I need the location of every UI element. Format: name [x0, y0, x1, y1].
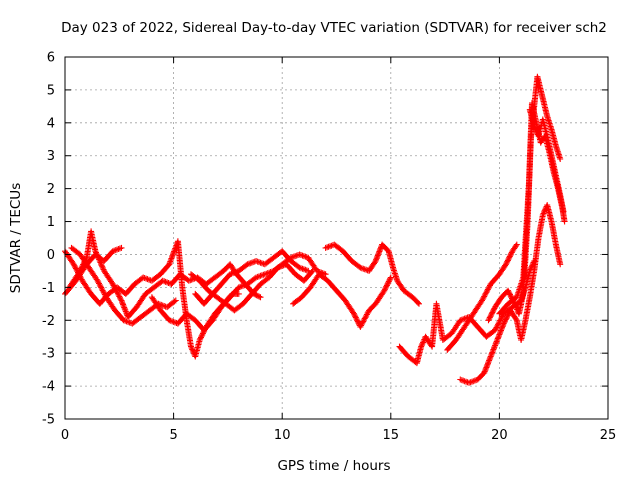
- data-series-track-7: [192, 248, 312, 307]
- y-axis-label: SDTVAR / TECUs: [8, 183, 24, 293]
- x-tick-label: 10: [274, 428, 291, 443]
- x-tick-label: 25: [600, 428, 617, 443]
- data-series-track-9: [322, 241, 422, 307]
- chart-title: Day 023 of 2022, Sidereal Day-to-day VTE…: [61, 20, 607, 36]
- x-tick-label: 15: [383, 428, 400, 443]
- y-tick-label: 6: [47, 51, 55, 66]
- y-tick-label: 4: [47, 116, 55, 131]
- x-axis-label: GPS time / hours: [277, 458, 390, 474]
- data-series-track-6: [188, 261, 316, 314]
- x-tick-label: 20: [491, 428, 508, 443]
- x-tick-labels: 0 5 10 15 20 25: [61, 428, 616, 443]
- y-tick-label: 3: [47, 149, 55, 164]
- data-series-track-3: [68, 244, 179, 327]
- data-series-track-15: [526, 106, 567, 215]
- x-tick-label: 0: [61, 428, 69, 443]
- y-tick-label: -5: [42, 413, 55, 428]
- y-tick-label: -2: [42, 314, 55, 329]
- y-tick-label: 5: [47, 83, 55, 98]
- x-tick-label: 5: [169, 428, 177, 443]
- y-tick-label: -1: [42, 281, 55, 296]
- y-tick-label: -4: [42, 380, 55, 395]
- data-points: [62, 73, 568, 386]
- data-series-track-8: [290, 271, 394, 330]
- y-tick-label: 2: [47, 182, 55, 197]
- axis-ticks: [64, 56, 609, 420]
- data-series-track-11: [444, 241, 520, 353]
- data-series-track-13: [485, 73, 564, 324]
- data-series-track-12: [457, 202, 564, 386]
- plot-frame: [64, 56, 609, 420]
- y-tick-labels: -5 -4 -3 -2 -1 0 1 2 3 4 5 6: [42, 51, 55, 428]
- y-tick-label: -3: [42, 347, 55, 362]
- y-tick-label: 1: [47, 215, 55, 230]
- y-tick-label: 0: [47, 248, 55, 263]
